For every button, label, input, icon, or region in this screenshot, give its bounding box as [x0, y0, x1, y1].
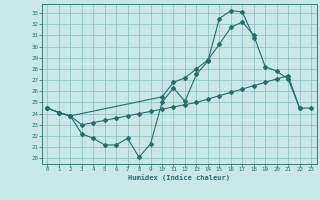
X-axis label: Humidex (Indice chaleur): Humidex (Indice chaleur) — [128, 174, 230, 181]
